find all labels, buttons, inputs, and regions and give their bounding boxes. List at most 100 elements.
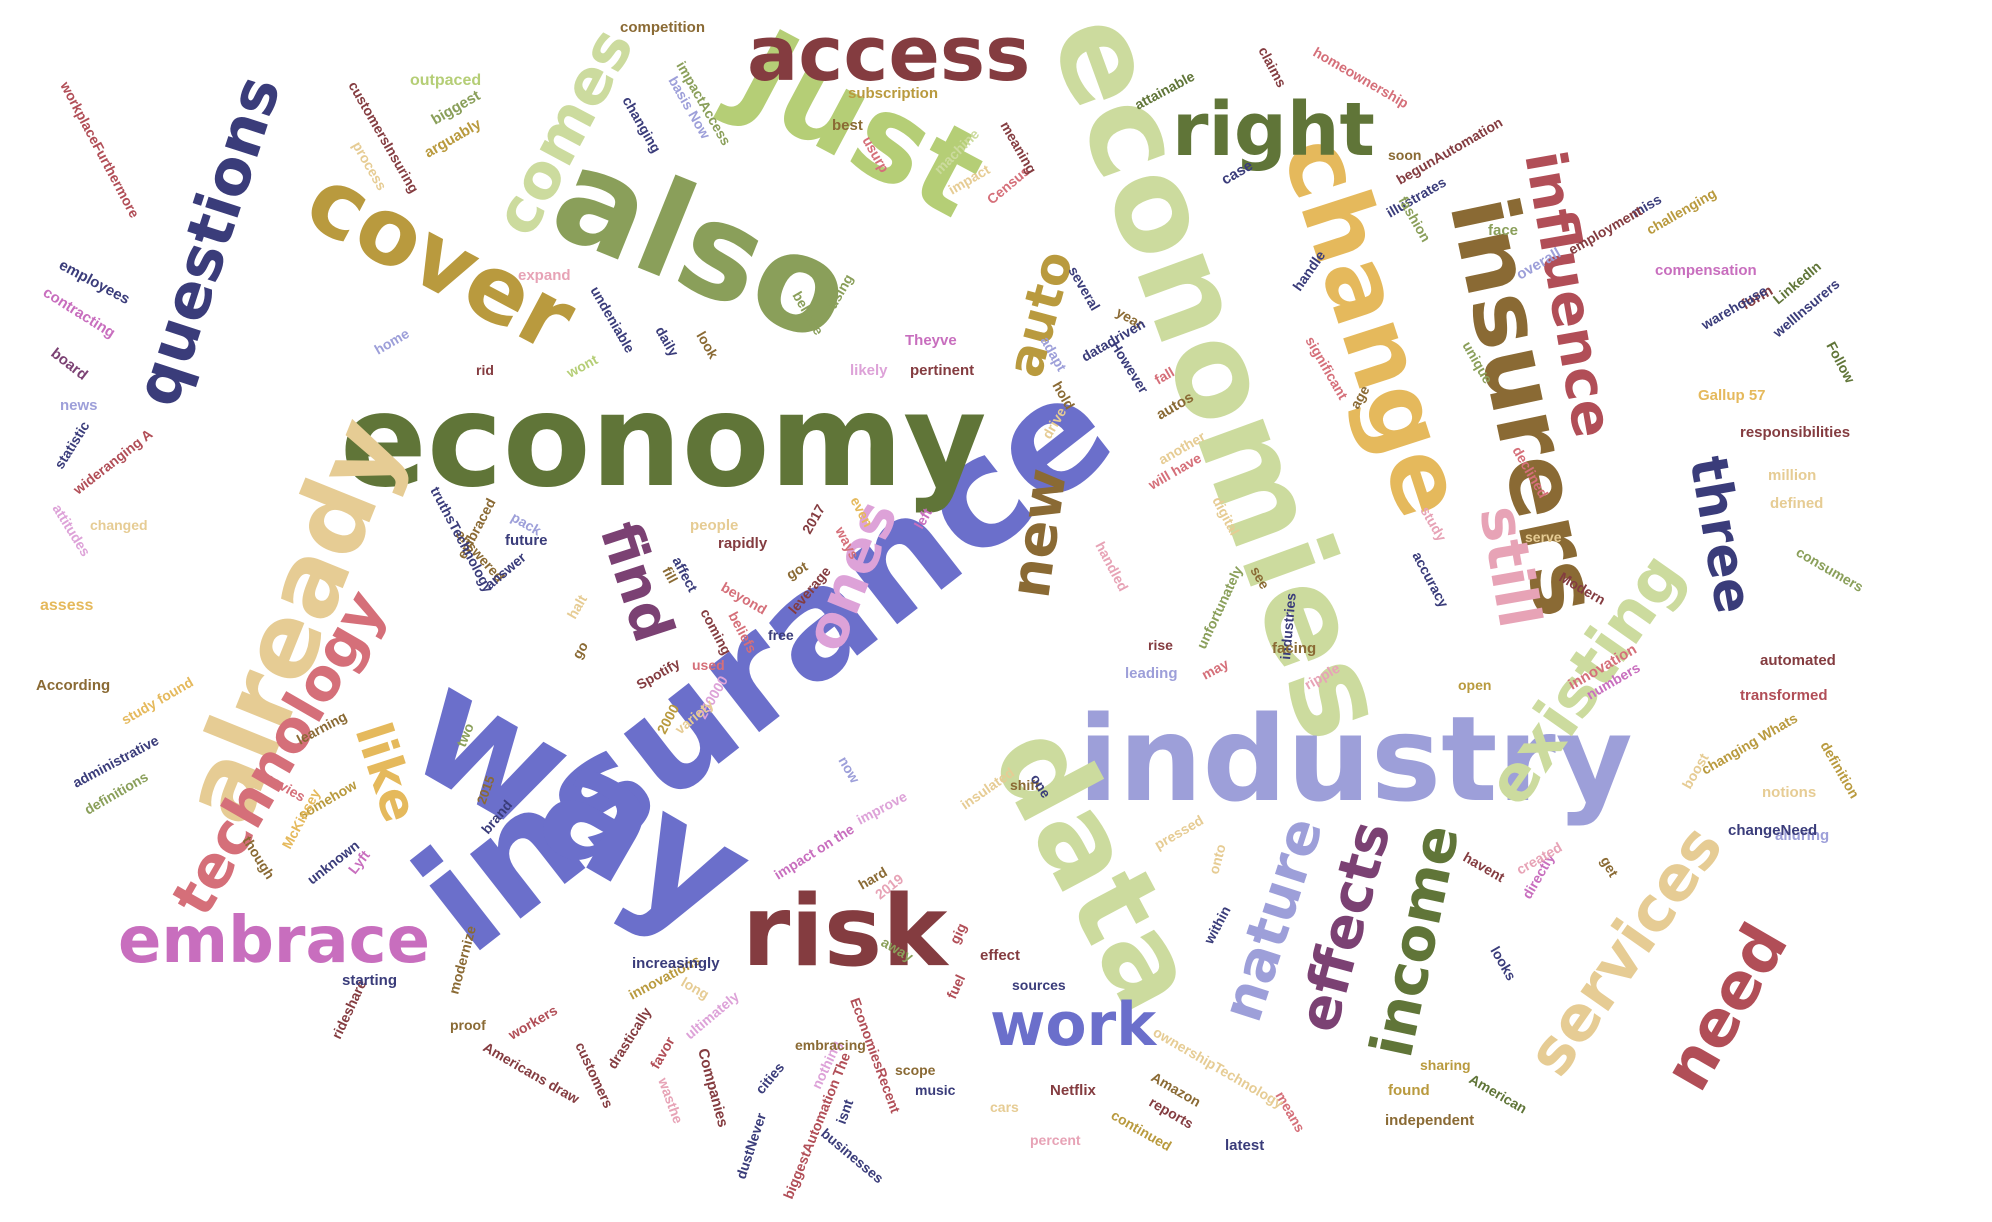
word-latest: latest bbox=[1225, 1137, 1264, 1154]
word-board: board bbox=[48, 345, 91, 384]
word-consumers: consumers bbox=[1794, 544, 1867, 595]
word-wasthe: wasthe bbox=[655, 1075, 687, 1126]
word-customers: customers bbox=[572, 1040, 617, 1111]
word-industry: industry bbox=[1078, 690, 1633, 828]
word-rapidly: rapidly bbox=[718, 535, 768, 552]
word-accuracy: accuracy bbox=[1409, 549, 1452, 610]
word-ownershiptechnology: ownershipTechnology bbox=[1151, 1024, 1287, 1112]
word-notions: notions bbox=[1762, 784, 1816, 801]
word-impact-on-the: impact on the bbox=[771, 821, 857, 883]
word-likely: likely bbox=[850, 362, 888, 379]
word-found: found bbox=[1388, 1082, 1430, 1099]
word-daily: daily bbox=[652, 324, 682, 360]
word-competition: competition bbox=[620, 19, 705, 36]
word-fill: fill bbox=[659, 564, 681, 586]
word-follow: Follow bbox=[1823, 339, 1858, 386]
word-may: may bbox=[1199, 655, 1231, 682]
word-now: now bbox=[835, 754, 863, 786]
word-theyve: Theyve bbox=[905, 332, 957, 349]
word-statistic: statistic bbox=[51, 418, 93, 472]
word-havent: havent bbox=[1461, 849, 1508, 886]
word-automated: automated bbox=[1760, 652, 1836, 669]
word-transformed: transformed bbox=[1740, 687, 1828, 704]
word-leading: leading bbox=[1125, 665, 1178, 682]
word-onto: onto bbox=[1205, 842, 1228, 875]
word-study-found: study found bbox=[119, 674, 196, 728]
word-free: free bbox=[768, 627, 794, 643]
word-changed: changed bbox=[90, 517, 148, 533]
word-people: people bbox=[690, 517, 738, 534]
word-gallup: Gallup 57 bbox=[1698, 387, 1766, 404]
word-according: According bbox=[36, 677, 110, 694]
word-looks: looks bbox=[1487, 944, 1519, 984]
word-study: study bbox=[1417, 504, 1450, 545]
word-compensation: compensation bbox=[1655, 262, 1757, 279]
word-outpaced: outpaced bbox=[410, 72, 481, 89]
word-workers: workers bbox=[505, 1002, 561, 1043]
word-claims: claims bbox=[1255, 44, 1290, 90]
word-economy: economy bbox=[340, 367, 987, 516]
word-workplacefurthermore: workplaceFurthermore bbox=[57, 78, 143, 221]
word-favor: favor bbox=[647, 1033, 678, 1071]
word-increasingly: increasingly bbox=[632, 955, 720, 972]
word-cities: cities bbox=[752, 1059, 787, 1097]
word-industries: industries bbox=[1277, 592, 1299, 660]
word-improve: improve bbox=[854, 788, 910, 828]
word-embrace: embrace bbox=[118, 904, 430, 978]
word-rid: rid bbox=[476, 362, 494, 378]
word-economiesrecent: EconomiesRecent bbox=[847, 996, 904, 1116]
word-music: music bbox=[915, 1082, 956, 1098]
word-home: home bbox=[372, 325, 413, 358]
word-proof: proof bbox=[450, 1017, 486, 1033]
word-percent: percent bbox=[1030, 1132, 1081, 1148]
word-isnt: isnt bbox=[833, 1097, 857, 1126]
word-ultimately: ultimately bbox=[682, 988, 743, 1042]
word-right: right bbox=[1172, 87, 1375, 173]
word-arguably: arguably bbox=[422, 115, 485, 161]
word-auto: auto bbox=[996, 245, 1085, 383]
word-companies: Companies bbox=[694, 1047, 731, 1130]
word-future: future bbox=[505, 532, 548, 549]
word-used: used bbox=[692, 657, 725, 673]
word-shift: shift bbox=[1010, 777, 1040, 793]
word-sources: sources bbox=[1012, 977, 1066, 993]
word-american: American bbox=[1467, 1071, 1530, 1117]
word-scope: scope bbox=[895, 1062, 936, 1078]
word-serve: serve bbox=[1525, 529, 1562, 545]
word-changing-whats: changing Whats bbox=[1699, 710, 1801, 778]
word-independent: independent bbox=[1385, 1112, 1474, 1129]
word-businesses: businesses bbox=[818, 1125, 887, 1186]
word-best: best bbox=[832, 117, 863, 134]
word-rise: rise bbox=[1148, 637, 1173, 653]
word-work: work bbox=[990, 990, 1158, 1060]
word-subscription: subscription bbox=[848, 85, 938, 102]
word-changeneed: changeNeed bbox=[1728, 822, 1817, 839]
word-attitudes: attitudes bbox=[49, 501, 94, 559]
word-questions: questions bbox=[120, 67, 295, 415]
word-get: get bbox=[1597, 854, 1622, 880]
word-starting: starting bbox=[342, 972, 397, 989]
word-gig: gig bbox=[946, 920, 969, 946]
word-facing: facing bbox=[1272, 640, 1316, 657]
word-pertinent: pertinent bbox=[910, 362, 974, 379]
word-halt: halt bbox=[564, 592, 590, 622]
word-face: face bbox=[1488, 222, 1518, 239]
word-effect: effect bbox=[980, 947, 1020, 964]
word-assess: assess bbox=[40, 597, 93, 614]
word-open: open bbox=[1458, 677, 1491, 693]
word-expand: expand bbox=[518, 267, 571, 284]
word-go: go bbox=[569, 639, 591, 662]
word-soon: soon bbox=[1388, 147, 1421, 163]
word-alluring: alluring bbox=[1775, 827, 1829, 844]
word-netflix: Netflix bbox=[1050, 1082, 1097, 1099]
word-embracing: embracing bbox=[795, 1037, 866, 1053]
word-cars: cars bbox=[990, 1099, 1019, 1115]
word-defined: defined bbox=[1770, 495, 1823, 512]
word-access: access bbox=[747, 9, 1030, 98]
word-handled: handled bbox=[1092, 539, 1131, 594]
word-definition: definition bbox=[1817, 739, 1862, 802]
word-news: news bbox=[60, 397, 98, 414]
word-americans-draw: Americans draw bbox=[481, 1039, 583, 1107]
